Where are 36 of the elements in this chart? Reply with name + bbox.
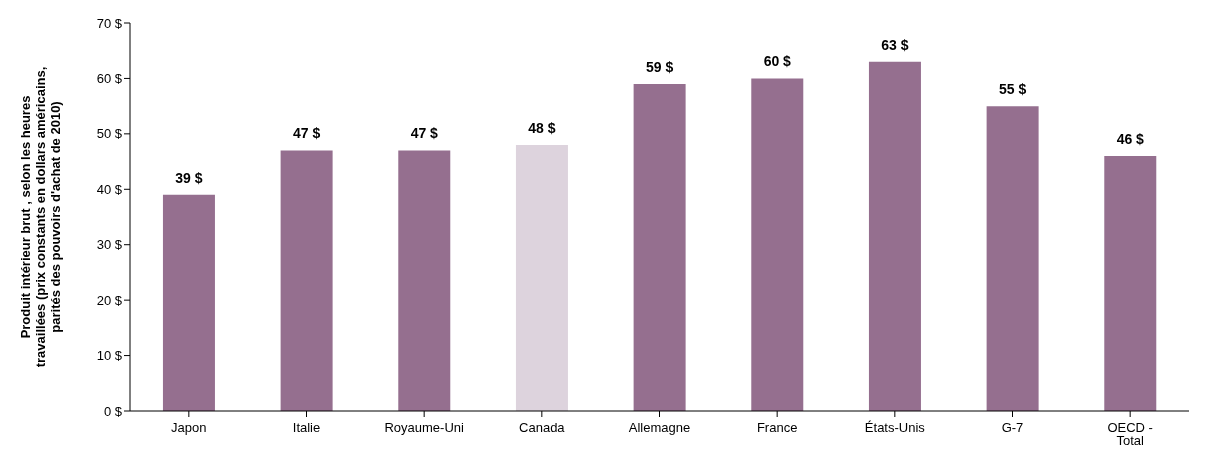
bar bbox=[280, 150, 333, 411]
y-tick-label: 0 $ bbox=[103, 403, 123, 419]
x-tick-label: Japon bbox=[171, 420, 207, 436]
x-tick-label: États-Unis bbox=[864, 420, 926, 436]
x-tick-label: Royaume-Uni bbox=[384, 420, 465, 436]
y-tick-label: 40 $ bbox=[96, 181, 123, 197]
x-tick-label: Canada bbox=[519, 420, 566, 436]
bar bbox=[986, 106, 1039, 411]
y-tick-label: 30 $ bbox=[96, 237, 123, 253]
x-tick-label: OECD - Total bbox=[1107, 420, 1153, 449]
data-label: 47 $ bbox=[410, 125, 439, 142]
data-label: 55 $ bbox=[998, 81, 1027, 98]
bar bbox=[633, 83, 686, 411]
data-label: 46 $ bbox=[1116, 131, 1145, 148]
x-tick-label: Allemagne bbox=[628, 420, 691, 436]
y-tick-label: 20 $ bbox=[96, 292, 123, 308]
y-tick-label: 60 $ bbox=[96, 71, 123, 87]
y-tick-label: 50 $ bbox=[96, 126, 123, 142]
y-axis-title: Produit intérieur brut , selon les heures travaillées (prix constants en dollars américains, parités des pouvoirs d'achat de 2010) bbox=[18, 66, 63, 368]
data-label: 47 $ bbox=[292, 125, 321, 142]
data-label: 63 $ bbox=[881, 36, 909, 53]
bar bbox=[751, 78, 804, 411]
bar bbox=[868, 61, 921, 411]
data-label: 39 $ bbox=[175, 169, 203, 186]
x-tick-label: G-7 bbox=[1001, 420, 1024, 436]
data-label: 48 $ bbox=[528, 119, 556, 136]
data-label: 59 $ bbox=[645, 58, 674, 75]
y-tick-label: 10 $ bbox=[96, 348, 123, 364]
x-tick-label: France bbox=[756, 420, 798, 436]
y-tick-label: 70 $ bbox=[96, 15, 123, 31]
bar bbox=[398, 150, 451, 411]
bar bbox=[162, 194, 215, 411]
bar bbox=[1104, 156, 1157, 411]
x-tick-label: Italie bbox=[292, 420, 321, 436]
bar bbox=[515, 144, 568, 411]
data-label: 60 $ bbox=[763, 53, 792, 70]
